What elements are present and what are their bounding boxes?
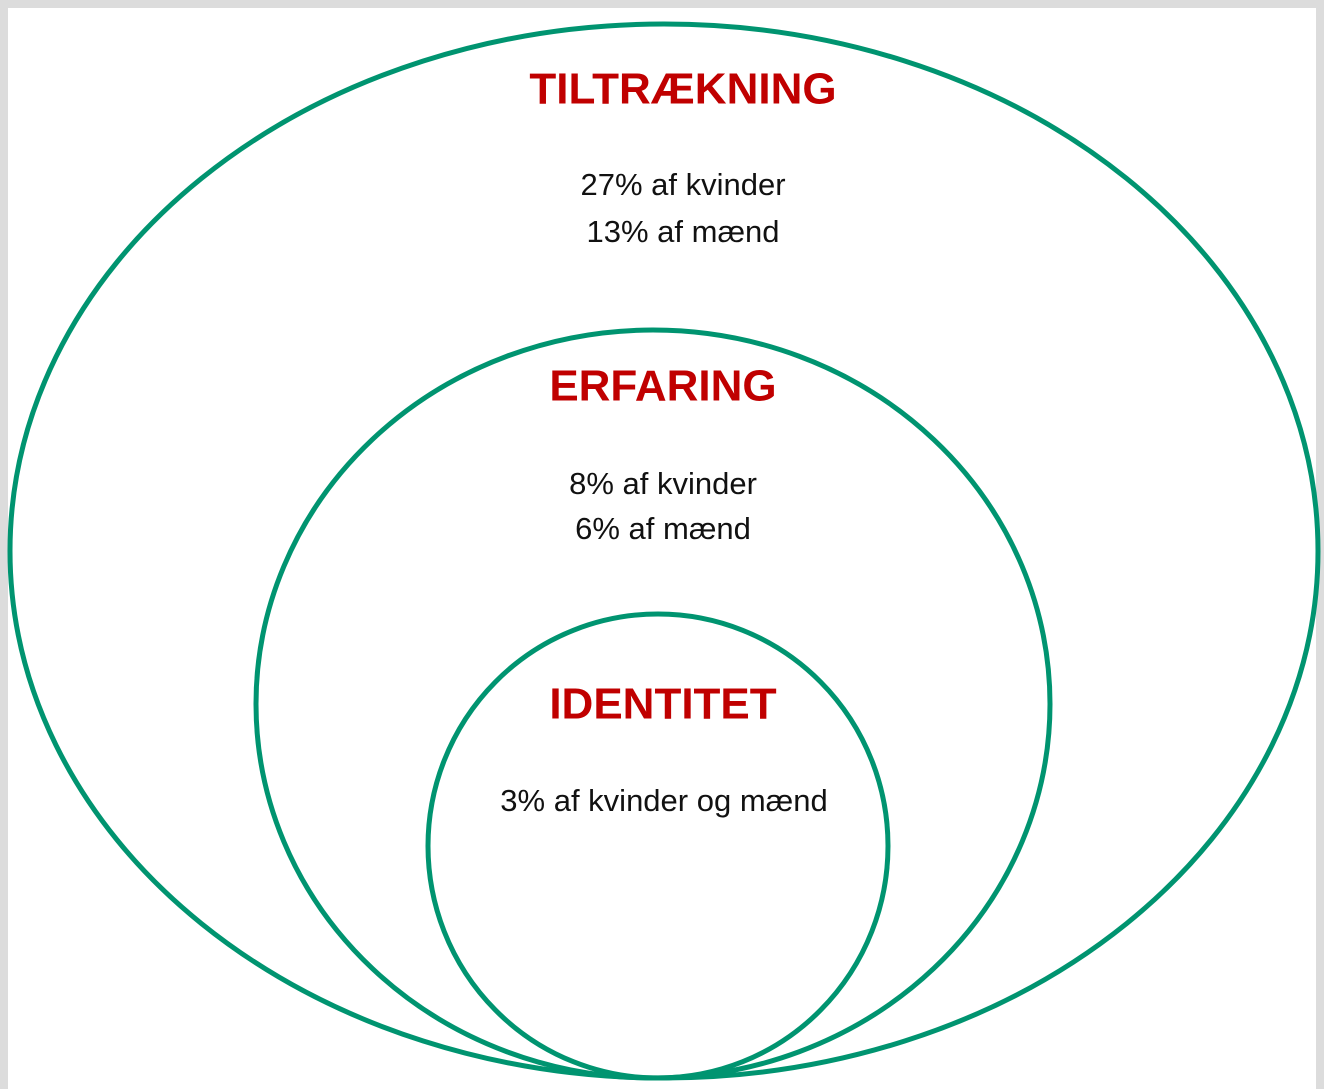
node-title: TILTRÆKNING bbox=[529, 65, 836, 114]
node-text: 6% af mænd bbox=[575, 511, 751, 546]
node-text: 8% af kvinder bbox=[569, 466, 757, 501]
node-text: 13% af mænd bbox=[587, 214, 780, 249]
node-title: ERFARING bbox=[549, 362, 776, 411]
node-title: IDENTITET bbox=[549, 680, 776, 729]
inner-ellipse bbox=[425, 611, 891, 1081]
node-text: 27% af kvinder bbox=[580, 167, 785, 202]
node-text: 3% af kvinder og mænd bbox=[500, 783, 827, 818]
canvas bbox=[8, 8, 1316, 1089]
